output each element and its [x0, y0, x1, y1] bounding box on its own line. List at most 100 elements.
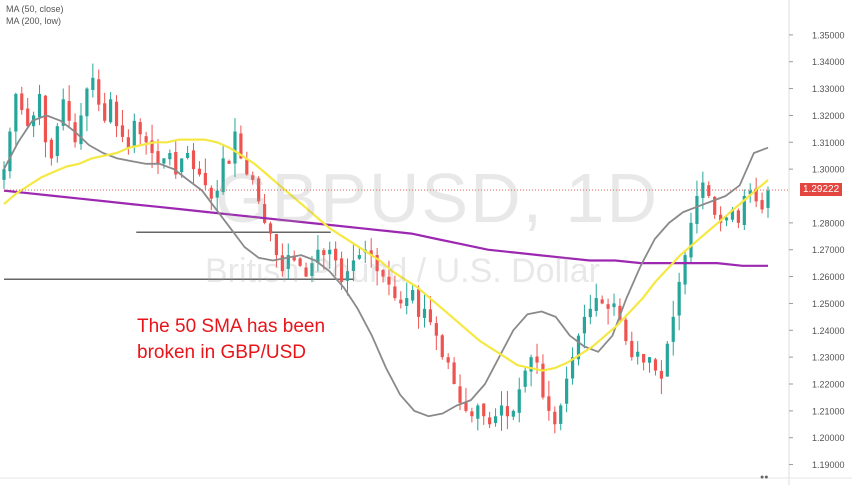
candle-body — [79, 115, 83, 145]
candle-body — [203, 172, 207, 186]
candle-body — [2, 169, 6, 180]
candle-body — [144, 136, 148, 143]
candle-body — [523, 370, 527, 387]
candle-body — [37, 93, 42, 118]
candle-body — [713, 196, 717, 215]
candle-body — [754, 188, 758, 202]
candle-body — [600, 299, 604, 304]
candle-body — [286, 255, 290, 269]
candle-body — [316, 249, 320, 263]
candle-body — [624, 319, 628, 342]
candle-body — [529, 357, 533, 372]
candle-body — [298, 258, 302, 266]
price-tick-label: 1.23000 — [812, 353, 845, 363]
candle-body — [565, 378, 569, 404]
price-tick-label: 1.33000 — [812, 84, 845, 94]
candle-body — [280, 255, 284, 272]
candle-body — [612, 303, 616, 308]
candle-body — [440, 335, 444, 358]
candle-body — [245, 159, 249, 175]
price-tick-label: 1.20000 — [812, 433, 845, 443]
candle-body — [582, 316, 587, 334]
candle-body — [695, 196, 699, 224]
price-tick-label: 1.34000 — [812, 57, 845, 67]
legend-ma200[interactable]: MA (200, low) — [6, 16, 62, 26]
candle-body — [588, 308, 592, 318]
candle-body — [505, 406, 510, 417]
price-tick-label: 1.30000 — [812, 165, 845, 175]
candle-body — [446, 357, 450, 363]
candle-body — [511, 410, 515, 417]
candle-body — [594, 298, 598, 312]
tradingview-logo-icon[interactable]: ●● — [760, 474, 769, 481]
candle-body — [55, 126, 59, 156]
description-watermark: British Pound / U.S. Dollar — [205, 252, 600, 290]
candle-body — [156, 151, 160, 164]
candle-body — [304, 267, 308, 277]
candle-body — [26, 108, 30, 127]
candle-body — [61, 99, 65, 126]
candle-body — [689, 222, 693, 258]
candle-body — [416, 289, 421, 317]
candle-body — [14, 93, 18, 132]
candle-body — [452, 362, 456, 384]
chart-annotation: The 50 SMA has been broken in GBP/USD — [137, 314, 377, 366]
candle-body — [209, 187, 213, 199]
indicator-legend: MA (50, close) MA (200, low) — [6, 3, 64, 27]
candle-body — [493, 416, 498, 424]
candle-body — [399, 299, 403, 304]
price-tick-label: 1.28000 — [812, 218, 845, 228]
candle-body — [20, 93, 24, 111]
candle-body — [701, 182, 705, 198]
candle-body — [393, 286, 397, 299]
candle-body — [517, 389, 521, 413]
candle-body — [215, 190, 219, 198]
candle-body — [150, 140, 154, 154]
candle-body — [499, 405, 504, 416]
candle-body — [760, 200, 764, 210]
candle-body — [191, 150, 196, 170]
candle-body — [434, 323, 438, 336]
ma-fast-line — [3, 114, 769, 418]
candle-body — [683, 255, 687, 285]
candle-body — [576, 335, 581, 360]
price-tick-label: 1.26000 — [812, 272, 845, 282]
candle-body — [91, 77, 95, 90]
legend-ma50[interactable]: MA (50, close) — [6, 4, 64, 14]
candle-body — [233, 131, 237, 164]
price-tick-label: 1.31000 — [812, 138, 845, 148]
candle-body — [665, 343, 669, 377]
candle-body — [659, 370, 663, 379]
price-tick-label: 1.35000 — [812, 30, 845, 40]
candle-body — [381, 270, 385, 277]
candle-body — [482, 403, 486, 417]
candle-body — [653, 359, 658, 371]
candle-body — [369, 250, 373, 256]
price-tick-label: 1.24000 — [812, 326, 845, 336]
candle-body — [185, 153, 190, 158]
candle-body — [357, 255, 361, 259]
price-tick-label: 1.22000 — [812, 380, 845, 390]
candle-body — [351, 260, 356, 271]
candle-body — [559, 405, 563, 424]
candle-body — [428, 309, 433, 323]
candle-body — [476, 405, 480, 419]
candle-body — [85, 88, 89, 117]
candle-body — [227, 160, 231, 164]
annotation-line-2: broken in GBP/USD — [137, 342, 306, 363]
ma50-line — [3, 138, 769, 372]
candle-body — [138, 122, 142, 135]
candle-body — [197, 168, 202, 175]
candle-body — [671, 316, 675, 342]
candle-body — [742, 196, 746, 225]
candle-body — [748, 190, 752, 195]
current-price-label: 1.29222 — [800, 183, 843, 197]
candle-body — [642, 353, 646, 363]
candle-body — [257, 178, 261, 202]
candle-body — [547, 396, 551, 411]
candle-body — [677, 281, 681, 316]
candle-body — [470, 411, 474, 417]
candle-body — [262, 204, 267, 223]
